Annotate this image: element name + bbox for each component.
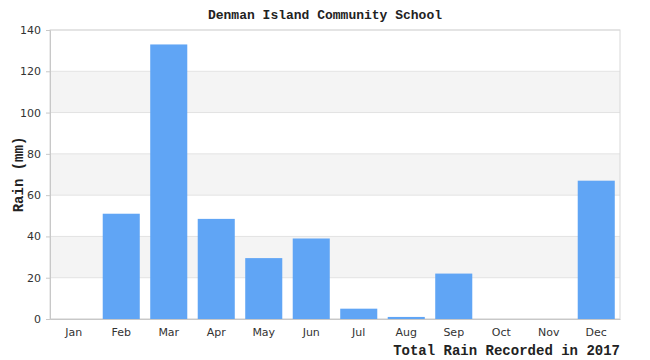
y-tick-label: 80 bbox=[27, 148, 41, 161]
y-tick-mark bbox=[46, 195, 50, 196]
y-tick-mark bbox=[46, 319, 50, 320]
y-tick: 20 bbox=[27, 272, 50, 285]
bar bbox=[293, 238, 330, 319]
band bbox=[50, 71, 620, 112]
y-tick: 140 bbox=[20, 24, 50, 37]
x-tick-label: Oct bbox=[492, 326, 512, 339]
x-tick: Feb bbox=[112, 319, 131, 339]
bar bbox=[530, 319, 567, 320]
bar bbox=[198, 219, 235, 319]
y-tick: 40 bbox=[27, 230, 50, 243]
x-axis-line bbox=[51, 319, 621, 320]
bar bbox=[245, 258, 282, 319]
bars bbox=[103, 44, 615, 319]
grid-line bbox=[50, 112, 620, 113]
x-tick: Apr bbox=[207, 319, 227, 339]
bar bbox=[55, 319, 92, 320]
x-tick: Nov bbox=[538, 319, 560, 339]
grid-line bbox=[50, 71, 620, 72]
x-tick-label: Aug bbox=[396, 326, 417, 339]
x-tick-label: Jul bbox=[351, 326, 365, 339]
bar bbox=[340, 309, 377, 319]
y-tick-label: 100 bbox=[20, 107, 41, 120]
plot: 0 20 40 60 80 100 120 140 Jan Feb Mar Apr May Jun Jul A… bbox=[20, 24, 621, 339]
grid-line bbox=[50, 195, 620, 196]
bar bbox=[435, 274, 472, 319]
y-axis-line bbox=[46, 31, 51, 320]
x-tick: Aug bbox=[396, 319, 417, 339]
x-tick: Dec bbox=[586, 319, 607, 339]
x-tick: Mar bbox=[158, 319, 179, 339]
y-tick-label: 140 bbox=[20, 24, 41, 37]
y-tick-mark bbox=[46, 71, 50, 72]
y-tick-mark bbox=[46, 113, 50, 114]
x-tick-label: Nov bbox=[538, 326, 560, 339]
bar bbox=[578, 181, 615, 319]
bar bbox=[388, 317, 425, 319]
y-tick: 100 bbox=[20, 107, 50, 120]
x-axis-title: Total Rain Recorded in 2017 bbox=[393, 343, 620, 359]
grid-line bbox=[50, 153, 620, 154]
y-tick-label: 60 bbox=[27, 189, 41, 202]
x-tick-label: Apr bbox=[207, 326, 227, 339]
x-tick-label: Feb bbox=[112, 326, 131, 339]
x-tick: May bbox=[252, 319, 275, 339]
y-tick: 120 bbox=[20, 65, 50, 78]
x-tick-label: Sep bbox=[443, 326, 464, 339]
x-tick: Jul bbox=[351, 319, 365, 339]
y-tick: 0 bbox=[34, 313, 50, 326]
bar bbox=[483, 319, 520, 320]
title: Denman Island Community School bbox=[208, 8, 442, 23]
bar bbox=[150, 44, 187, 319]
x-tick: Oct bbox=[492, 319, 512, 339]
x-tick: Jan bbox=[64, 319, 82, 339]
x-tick-label: Dec bbox=[586, 326, 607, 339]
bar bbox=[103, 214, 140, 319]
x-tick-label: May bbox=[252, 326, 275, 339]
y-tick-label: 20 bbox=[27, 272, 41, 285]
y-tick-label: 40 bbox=[27, 230, 41, 243]
y-tick-label: 0 bbox=[34, 313, 41, 326]
x-tick-label: Jan bbox=[64, 326, 82, 339]
y-tick: 60 bbox=[27, 189, 50, 202]
y-tick-label: 120 bbox=[20, 65, 41, 78]
grid bbox=[50, 30, 620, 319]
x-tick-label: Mar bbox=[158, 326, 179, 339]
y-tick-mark bbox=[46, 154, 50, 155]
y-tick-mark bbox=[46, 30, 50, 31]
y-axis-title: Rain (mm) bbox=[11, 137, 27, 213]
plot-frame bbox=[50, 30, 620, 319]
x-tick: Jun bbox=[302, 319, 320, 339]
band bbox=[50, 154, 620, 195]
x-tick-label: Jun bbox=[302, 326, 320, 339]
x-axis: Jan Feb Mar Apr May Jun Jul Aug Sep Oct Nov Dec bbox=[51, 319, 621, 339]
y-tick-mark bbox=[46, 278, 50, 279]
x-tick: Sep bbox=[443, 319, 464, 339]
y-tick: 80 bbox=[27, 148, 50, 161]
chart: 0 20 40 60 80 100 120 140 Jan Feb Mar Apr May Jun Jul A… bbox=[0, 0, 650, 360]
y-tick-mark bbox=[46, 236, 50, 237]
